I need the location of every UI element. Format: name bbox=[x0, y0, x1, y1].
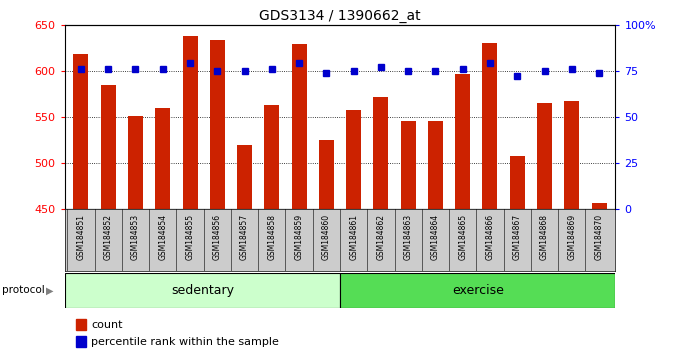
Bar bbox=[401, 121, 415, 354]
Bar bbox=[65, 273, 340, 308]
Text: GSM184864: GSM184864 bbox=[431, 214, 440, 260]
Bar bbox=[592, 203, 607, 354]
Bar bbox=[182, 36, 197, 354]
Text: GSM184866: GSM184866 bbox=[486, 214, 494, 260]
Text: GSM184868: GSM184868 bbox=[540, 214, 549, 260]
Bar bbox=[564, 101, 579, 354]
Text: GSM184860: GSM184860 bbox=[322, 214, 331, 260]
Bar bbox=[292, 44, 307, 354]
Bar bbox=[455, 74, 470, 354]
Text: ▶: ▶ bbox=[46, 285, 54, 295]
Bar bbox=[428, 120, 443, 354]
Text: GSM184851: GSM184851 bbox=[76, 214, 86, 260]
Text: sedentary: sedentary bbox=[171, 284, 234, 297]
Bar bbox=[319, 140, 334, 354]
Text: GSM184861: GSM184861 bbox=[349, 214, 358, 260]
Text: GSM184870: GSM184870 bbox=[594, 214, 604, 260]
Bar bbox=[373, 97, 388, 354]
Text: protocol: protocol bbox=[2, 285, 45, 295]
Text: GSM184857: GSM184857 bbox=[240, 214, 249, 260]
Text: GSM184855: GSM184855 bbox=[186, 214, 194, 260]
Bar bbox=[128, 116, 143, 354]
Bar bbox=[510, 156, 525, 354]
Text: percentile rank within the sample: percentile rank within the sample bbox=[91, 337, 279, 347]
Bar bbox=[265, 105, 279, 354]
Text: GSM184853: GSM184853 bbox=[131, 214, 140, 260]
Text: exercise: exercise bbox=[452, 284, 504, 297]
Bar bbox=[101, 85, 116, 354]
Bar bbox=[73, 54, 88, 354]
Bar bbox=[340, 273, 615, 308]
Text: count: count bbox=[91, 320, 122, 330]
Bar bbox=[75, 336, 86, 347]
Text: GSM184856: GSM184856 bbox=[213, 214, 222, 260]
Bar bbox=[155, 108, 170, 354]
Text: GSM184852: GSM184852 bbox=[104, 214, 113, 260]
Text: GSM184869: GSM184869 bbox=[567, 214, 576, 260]
Bar bbox=[210, 40, 225, 354]
Bar bbox=[75, 319, 86, 330]
Text: GSM184863: GSM184863 bbox=[404, 214, 413, 260]
Text: GDS3134 / 1390662_at: GDS3134 / 1390662_at bbox=[259, 9, 421, 23]
Text: GSM184865: GSM184865 bbox=[458, 214, 467, 260]
Text: GSM184858: GSM184858 bbox=[267, 214, 276, 260]
Bar bbox=[537, 103, 552, 354]
Bar bbox=[346, 110, 361, 354]
Bar bbox=[237, 145, 252, 354]
Text: GSM184867: GSM184867 bbox=[513, 214, 522, 260]
Text: GSM184854: GSM184854 bbox=[158, 214, 167, 260]
Bar bbox=[483, 43, 498, 354]
Text: GSM184859: GSM184859 bbox=[294, 214, 303, 260]
Text: GSM184862: GSM184862 bbox=[377, 214, 386, 260]
